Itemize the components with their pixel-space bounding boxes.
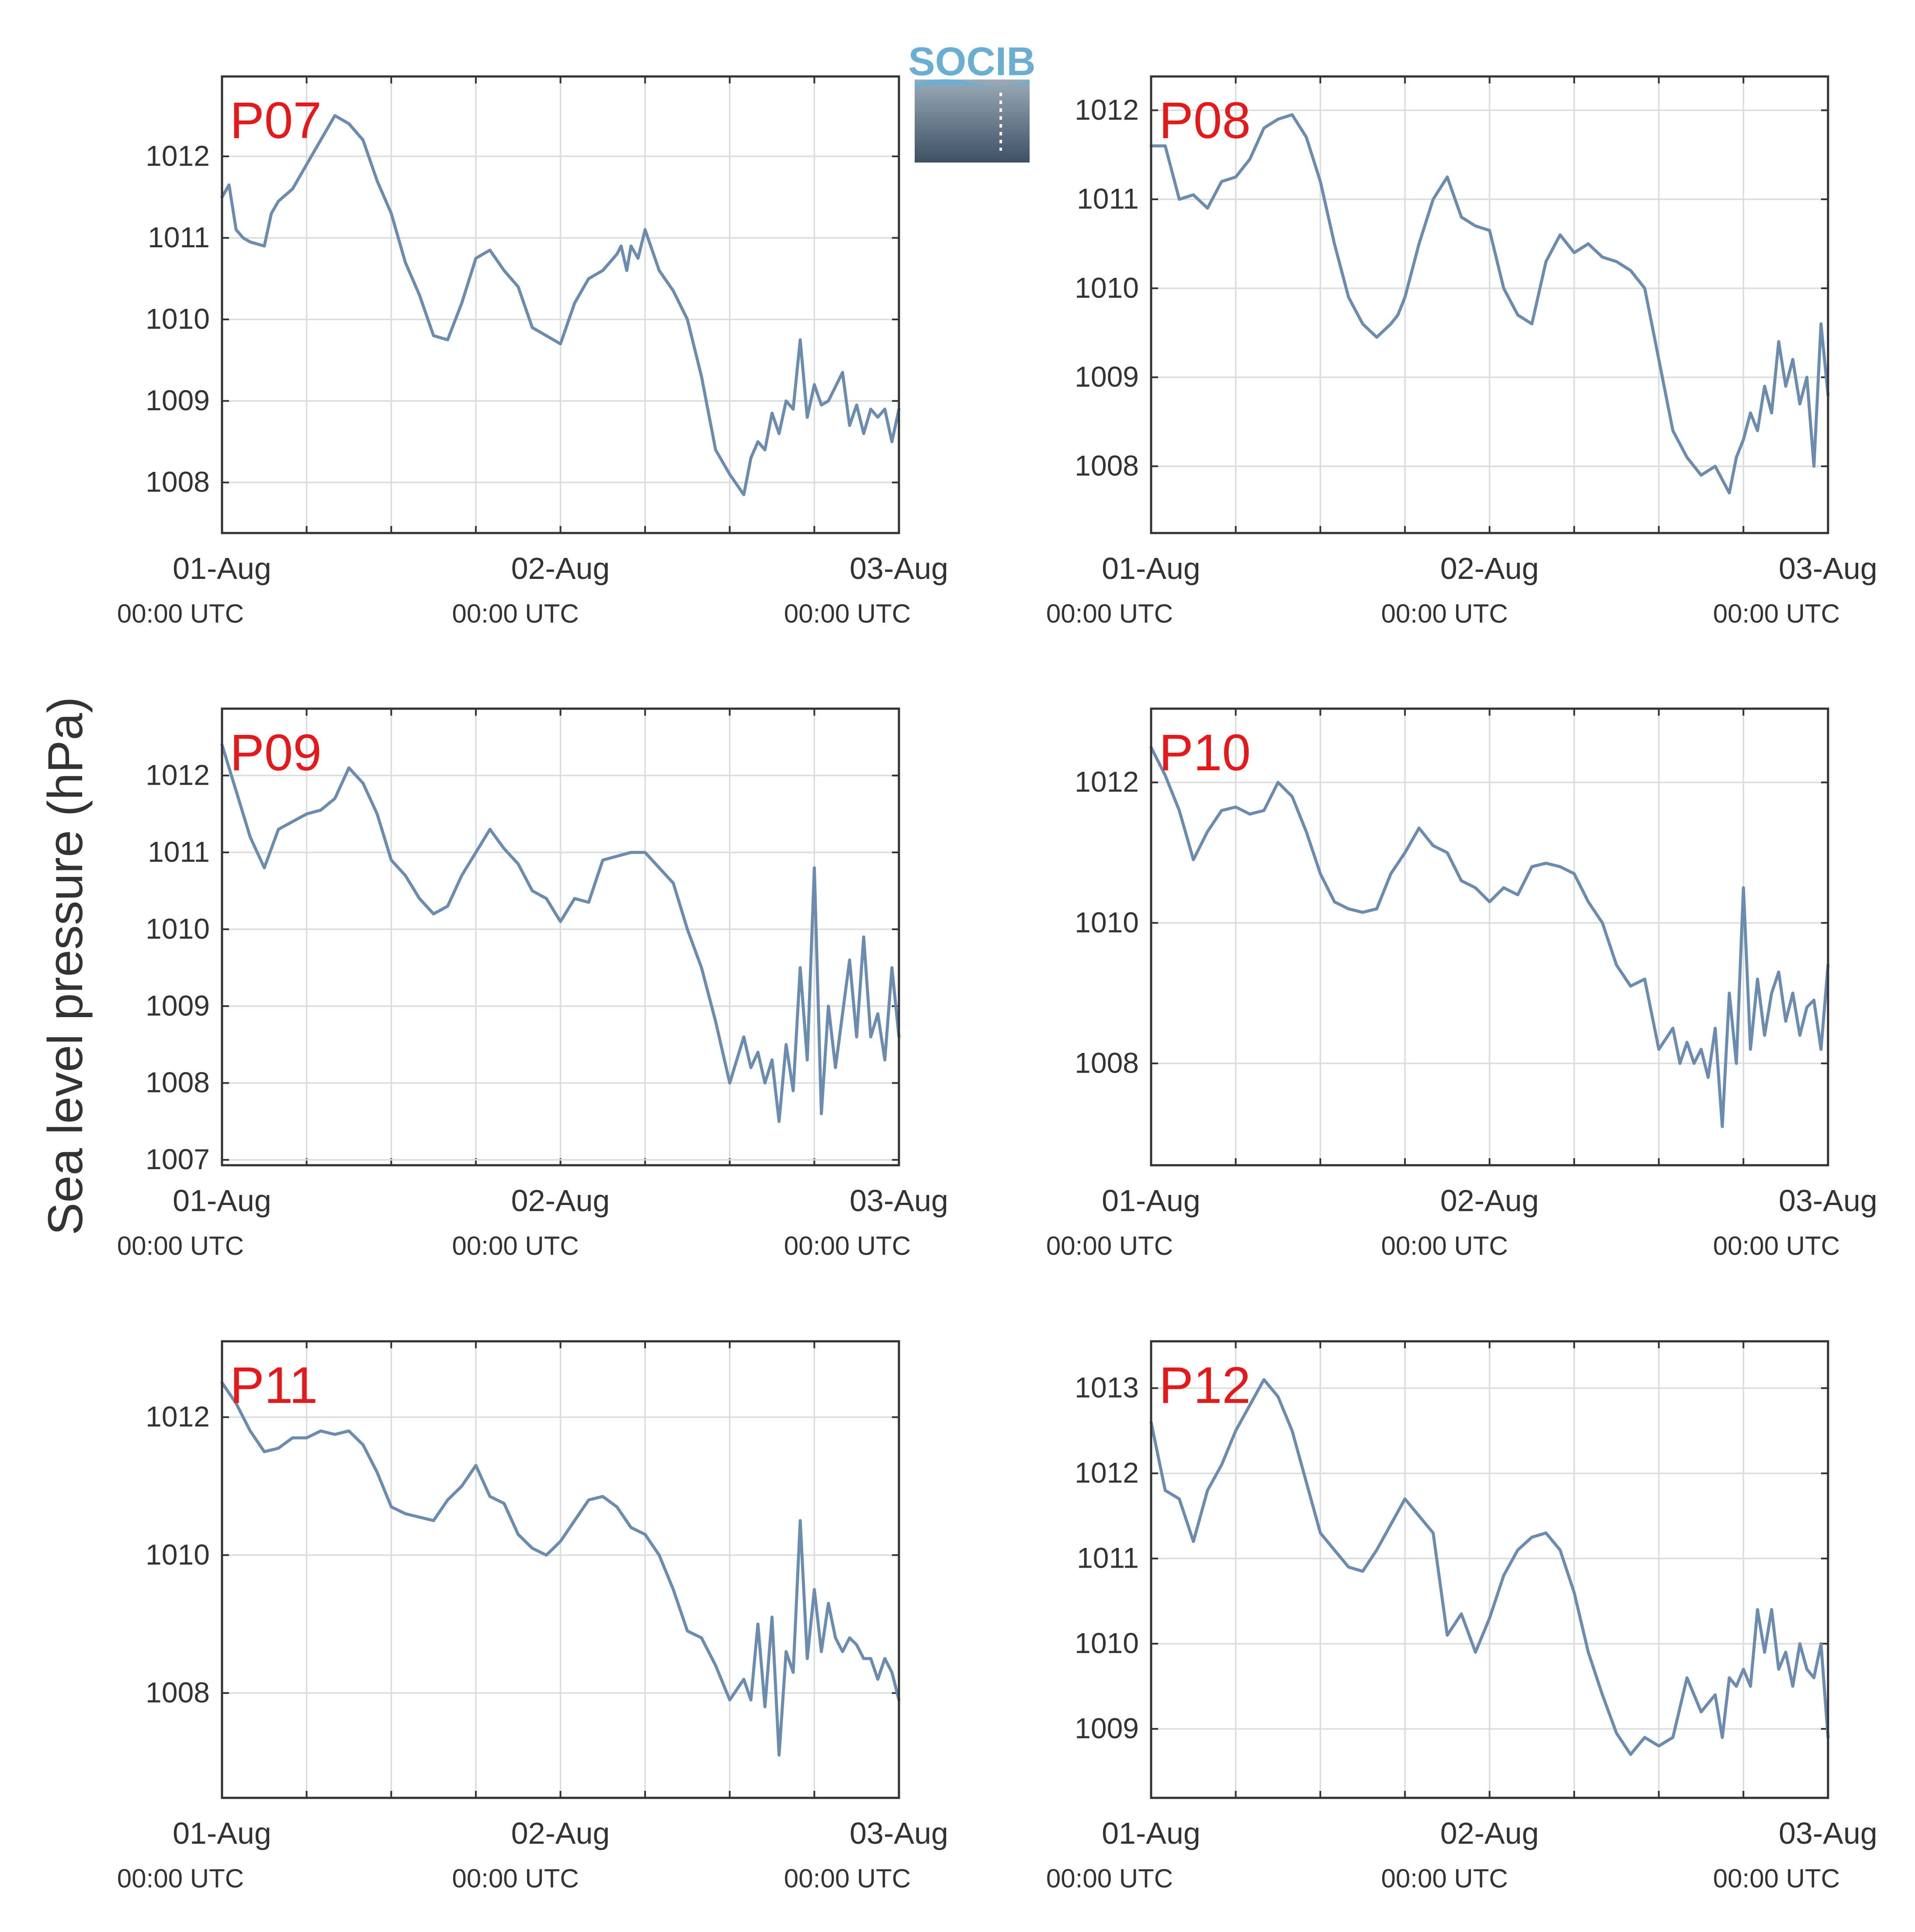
y-tick-label: 1008	[146, 466, 210, 498]
x-tick-time-label: 00:00 UTC	[784, 1864, 911, 1893]
x-tick-time-label: 00:00 UTC	[1713, 1231, 1840, 1260]
pressure-series-line	[1149, 745, 1830, 1129]
x-tick-label: 03-Aug	[1779, 1184, 1877, 1218]
axes-frame	[221, 1340, 900, 1799]
panel-title: P08	[1159, 92, 1251, 149]
y-tick-label: 1010	[146, 303, 210, 335]
x-tick-label: 02-Aug	[1440, 1184, 1539, 1218]
y-tick-label: 1012	[146, 758, 210, 791]
y-axis-label: Sea level pressure (hPa)	[38, 697, 93, 1236]
x-tick-time-label: 00:00 UTC	[1381, 1864, 1508, 1893]
y-tick-label: 1012	[1075, 93, 1139, 126]
x-tick-time-label: 00:00 UTC	[1713, 599, 1840, 628]
axes-frame	[1150, 707, 1829, 1167]
panel-p12: 1009 1010 1011 1012 1013 P12 01-Aug 00:00 UTC 02…	[1046, 1340, 1877, 1893]
y-tick-label: 1011	[1077, 1542, 1139, 1574]
y-tick-label: 1012	[1075, 1457, 1139, 1489]
y-tick-label: 1011	[1077, 183, 1139, 215]
y-tick-label: 1010	[146, 1538, 210, 1571]
x-tick-label: 02-Aug	[1440, 551, 1539, 585]
y-tick-label: 1008	[146, 1066, 210, 1098]
y-tick-label: 1009	[1075, 1712, 1139, 1745]
y-tick-label: 1011	[148, 835, 210, 868]
x-tick-label: 03-Aug	[850, 1184, 948, 1218]
socib-logo: SOCIB	[908, 39, 1036, 163]
x-tick-time-label: 00:00 UTC	[117, 599, 244, 628]
pressure-series-line	[220, 1381, 901, 1757]
y-tick-label: 1011	[148, 221, 210, 253]
x-tick-time-label: 00:00 UTC	[117, 1231, 244, 1260]
panel-title: P12	[1159, 1357, 1251, 1414]
x-tick-time-label: 00:00 UTC	[1046, 1864, 1173, 1893]
y-tick-label: 1010	[1075, 906, 1139, 938]
y-tick-label: 1009	[146, 384, 210, 416]
y-tick-label: 1008	[146, 1676, 210, 1708]
x-tick-label: 02-Aug	[1440, 1816, 1539, 1850]
x-tick-time-label: 00:00 UTC	[452, 599, 579, 628]
x-tick-time-label: 00:00 UTC	[452, 1864, 579, 1893]
panel-p08: 1008 1009 1010 1011 1012 P08 01-Aug 00:00 UTC 02…	[1046, 75, 1877, 628]
panel-p07: 1008 1009 1010 1011 1012 P07 01-Aug 00:00 UTC 02…	[117, 75, 948, 628]
axes-frame	[221, 707, 900, 1167]
panel-p10: 1008 1010 1012 P10 01-Aug 00:00 UTC 02-Aug 00:0…	[1046, 707, 1877, 1260]
y-tick-label: 1009	[146, 989, 210, 1021]
x-tick-label: 01-Aug	[173, 1184, 271, 1218]
y-tick-label: 1010	[1075, 1627, 1139, 1659]
logo-wave	[915, 79, 1030, 87]
axes-frame	[221, 75, 900, 534]
x-tick-time-label: 00:00 UTC	[784, 599, 911, 628]
x-tick-label: 01-Aug	[173, 1816, 271, 1850]
y-tick-label: 1012	[146, 1400, 210, 1433]
pressure-series-line	[220, 114, 901, 496]
panel-title: P11	[230, 1357, 318, 1414]
panel-title: P07	[230, 92, 322, 149]
pressure-series-line	[1149, 113, 1830, 495]
x-tick-time-label: 00:00 UTC	[1381, 1231, 1508, 1260]
x-tick-label: 03-Aug	[850, 1816, 948, 1850]
x-tick-time-label: 00:00 UTC	[1381, 599, 1508, 628]
x-tick-time-label: 00:00 UTC	[1046, 599, 1173, 628]
y-tick-label: 1010	[1075, 271, 1139, 304]
x-tick-time-label: 00:00 UTC	[784, 1231, 911, 1260]
y-tick-label: 1013	[1075, 1371, 1139, 1404]
x-tick-label: 01-Aug	[173, 551, 271, 585]
x-tick-label: 02-Aug	[511, 1816, 610, 1850]
x-tick-time-label: 00:00 UTC	[117, 1864, 244, 1893]
y-tick-label: 1010	[146, 912, 210, 945]
pressure-series-line	[220, 743, 901, 1123]
x-tick-label: 02-Aug	[511, 1184, 610, 1218]
panels-container: 1008 1009 1010 1011 1012 P07 01-Aug 00:00 UTC 02…	[117, 75, 1877, 1893]
y-tick-label: 1008	[1075, 450, 1139, 482]
y-tick-label: 1009	[1075, 360, 1139, 393]
panel-title: P09	[230, 724, 322, 782]
x-tick-label: 01-Aug	[1102, 1816, 1200, 1850]
y-tick-label: 1012	[1075, 765, 1139, 798]
x-tick-label: 03-Aug	[850, 551, 948, 585]
y-tick-label: 1007	[146, 1143, 210, 1175]
x-tick-label: 03-Aug	[1779, 551, 1877, 585]
logo-block	[915, 80, 1030, 163]
x-tick-label: 01-Aug	[1102, 1184, 1200, 1218]
x-tick-time-label: 00:00 UTC	[452, 1231, 579, 1260]
x-tick-label: 03-Aug	[1779, 1816, 1877, 1850]
x-tick-time-label: 00:00 UTC	[1046, 1231, 1173, 1260]
logo-text: SOCIB	[908, 39, 1035, 84]
axes-frame	[1150, 1340, 1829, 1799]
y-tick-label: 1008	[1075, 1046, 1139, 1079]
x-tick-label: 02-Aug	[511, 551, 610, 585]
x-tick-time-label: 00:00 UTC	[1713, 1864, 1840, 1893]
panel-p09: 1007 1008 1009 1010 1011 1012 P09 01-Aug 00:00 U…	[117, 707, 948, 1260]
x-tick-label: 01-Aug	[1102, 551, 1200, 585]
panel-title: P10	[1159, 724, 1251, 782]
panel-p11: 1008 1010 1012 P11 01-Aug 00:00 UTC 02-Aug 00:0…	[117, 1340, 948, 1893]
y-tick-label: 1012	[146, 139, 210, 172]
pressure-series-line	[1149, 1378, 1830, 1756]
axes-frame	[1150, 75, 1829, 534]
